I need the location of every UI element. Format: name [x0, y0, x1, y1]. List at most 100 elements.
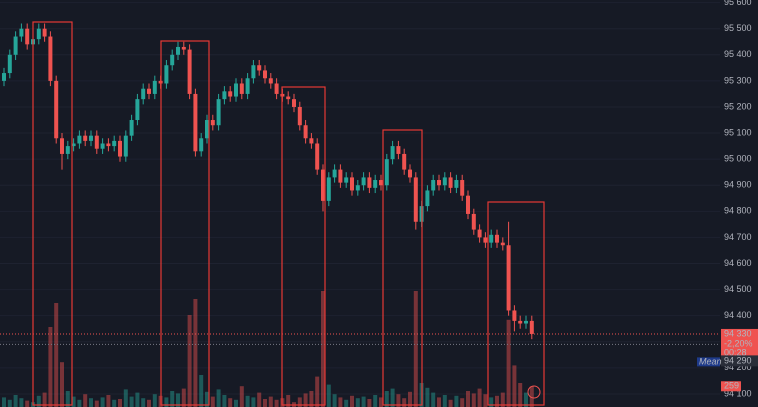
volume-bar: [466, 391, 470, 407]
candle-body: [205, 120, 209, 139]
candle-body: [118, 140, 122, 157]
reference-box: [721, 355, 758, 367]
reference-name-box: [697, 357, 720, 367]
candle-body: [112, 140, 117, 147]
volume-bar: [176, 393, 180, 407]
candle-body: [147, 88, 151, 94]
volume-bar: [187, 315, 192, 407]
volume-bar: [106, 395, 111, 407]
volume-bar: [25, 400, 30, 407]
volume-bar: [54, 303, 59, 407]
candle-body: [529, 320, 534, 334]
candle-body: [251, 65, 256, 79]
volume-bar: [65, 391, 70, 407]
candle-body: [42, 28, 47, 37]
candle-body: [297, 106, 302, 126]
y-tick-label: 94 800: [724, 206, 752, 216]
countdown-label: 00:28: [724, 347, 747, 357]
candle-body: [350, 177, 354, 191]
volume-bar: [60, 362, 64, 407]
annotation-box: [160, 40, 210, 406]
volume-bar: [152, 394, 157, 407]
candle-body: [495, 234, 499, 243]
candle-body: [94, 135, 99, 149]
y-tick-label: 95 600: [724, 0, 752, 7]
y-tick-label: 94 900: [724, 180, 752, 190]
volume-bar: [361, 396, 366, 407]
candle-body: [408, 169, 412, 178]
volume-bar: [228, 398, 233, 407]
candle-body: [19, 28, 24, 37]
candle-body: [344, 177, 349, 183]
candle-body: [384, 159, 389, 186]
candle-body: [210, 120, 215, 126]
candle-body: [54, 80, 59, 139]
candle-body: [193, 93, 198, 152]
candle-body: [413, 177, 418, 222]
candle-body: [402, 153, 407, 170]
volume-bar: [315, 376, 320, 407]
y-tick-label: 95 500: [724, 23, 752, 33]
candle-body: [518, 320, 523, 324]
reference-name: Mean: [699, 356, 722, 366]
candle-body: [466, 195, 470, 214]
volume-bar: [483, 394, 488, 407]
volume-bar: [268, 396, 273, 407]
candle-body: [106, 143, 111, 147]
candle-body: [500, 242, 505, 246]
candle-body: [373, 180, 378, 188]
candle-body: [123, 135, 128, 157]
candle-body: [60, 138, 64, 154]
volume-bar: [431, 392, 436, 407]
candle-body: [234, 83, 238, 97]
candle-body: [263, 70, 267, 79]
volume-bar: [147, 399, 151, 407]
volume-bar: [199, 375, 204, 407]
candle-body: [141, 88, 146, 100]
volume-bar: [309, 391, 314, 407]
volume-bar: [477, 388, 482, 407]
candle-body: [512, 310, 517, 321]
candle-body: [390, 146, 395, 160]
candle-body: [71, 143, 76, 147]
volume-bar: [222, 395, 227, 407]
candle-body: [315, 143, 320, 170]
volume-bar: [425, 387, 430, 407]
candle-body: [274, 83, 279, 94]
candle-body: [187, 49, 192, 94]
volume-bar: [100, 397, 105, 407]
candle-body: [2, 73, 6, 81]
volume-bar: [257, 392, 262, 407]
volume-bar: [7, 399, 12, 407]
candle-body: [338, 169, 343, 183]
volume-bar: [141, 398, 146, 407]
candle-body: [292, 99, 296, 107]
candle-body: [65, 146, 70, 154]
volume-bar: [274, 399, 279, 407]
candle-body: [326, 177, 331, 201]
volume-bar: [332, 394, 337, 407]
candle-body: [129, 120, 134, 136]
volume-bar: [89, 398, 93, 407]
volume-bar: [234, 399, 238, 407]
volume-bar: [489, 397, 494, 407]
candle-body: [483, 237, 488, 243]
volume-bar: [529, 386, 534, 407]
volume-bar: [367, 399, 372, 407]
volume-bar: [326, 384, 331, 407]
candle-body: [152, 80, 157, 94]
volume-bar: [135, 392, 140, 407]
candle-body: [309, 138, 314, 144]
annotation-box: [487, 201, 545, 406]
candle-body: [13, 36, 18, 55]
candle-body: [448, 177, 453, 188]
alert-icon[interactable]: [527, 385, 541, 399]
y-tick-label: 95 100: [724, 127, 752, 137]
volume-bar: [297, 397, 302, 407]
volume-label: 259: [724, 381, 739, 391]
y-tick-label: 95 400: [724, 49, 752, 59]
last-price-label: 94 330: [724, 328, 752, 338]
candle-body: [425, 190, 430, 207]
volume-bar: [71, 396, 76, 407]
volume-bar: [123, 389, 128, 407]
